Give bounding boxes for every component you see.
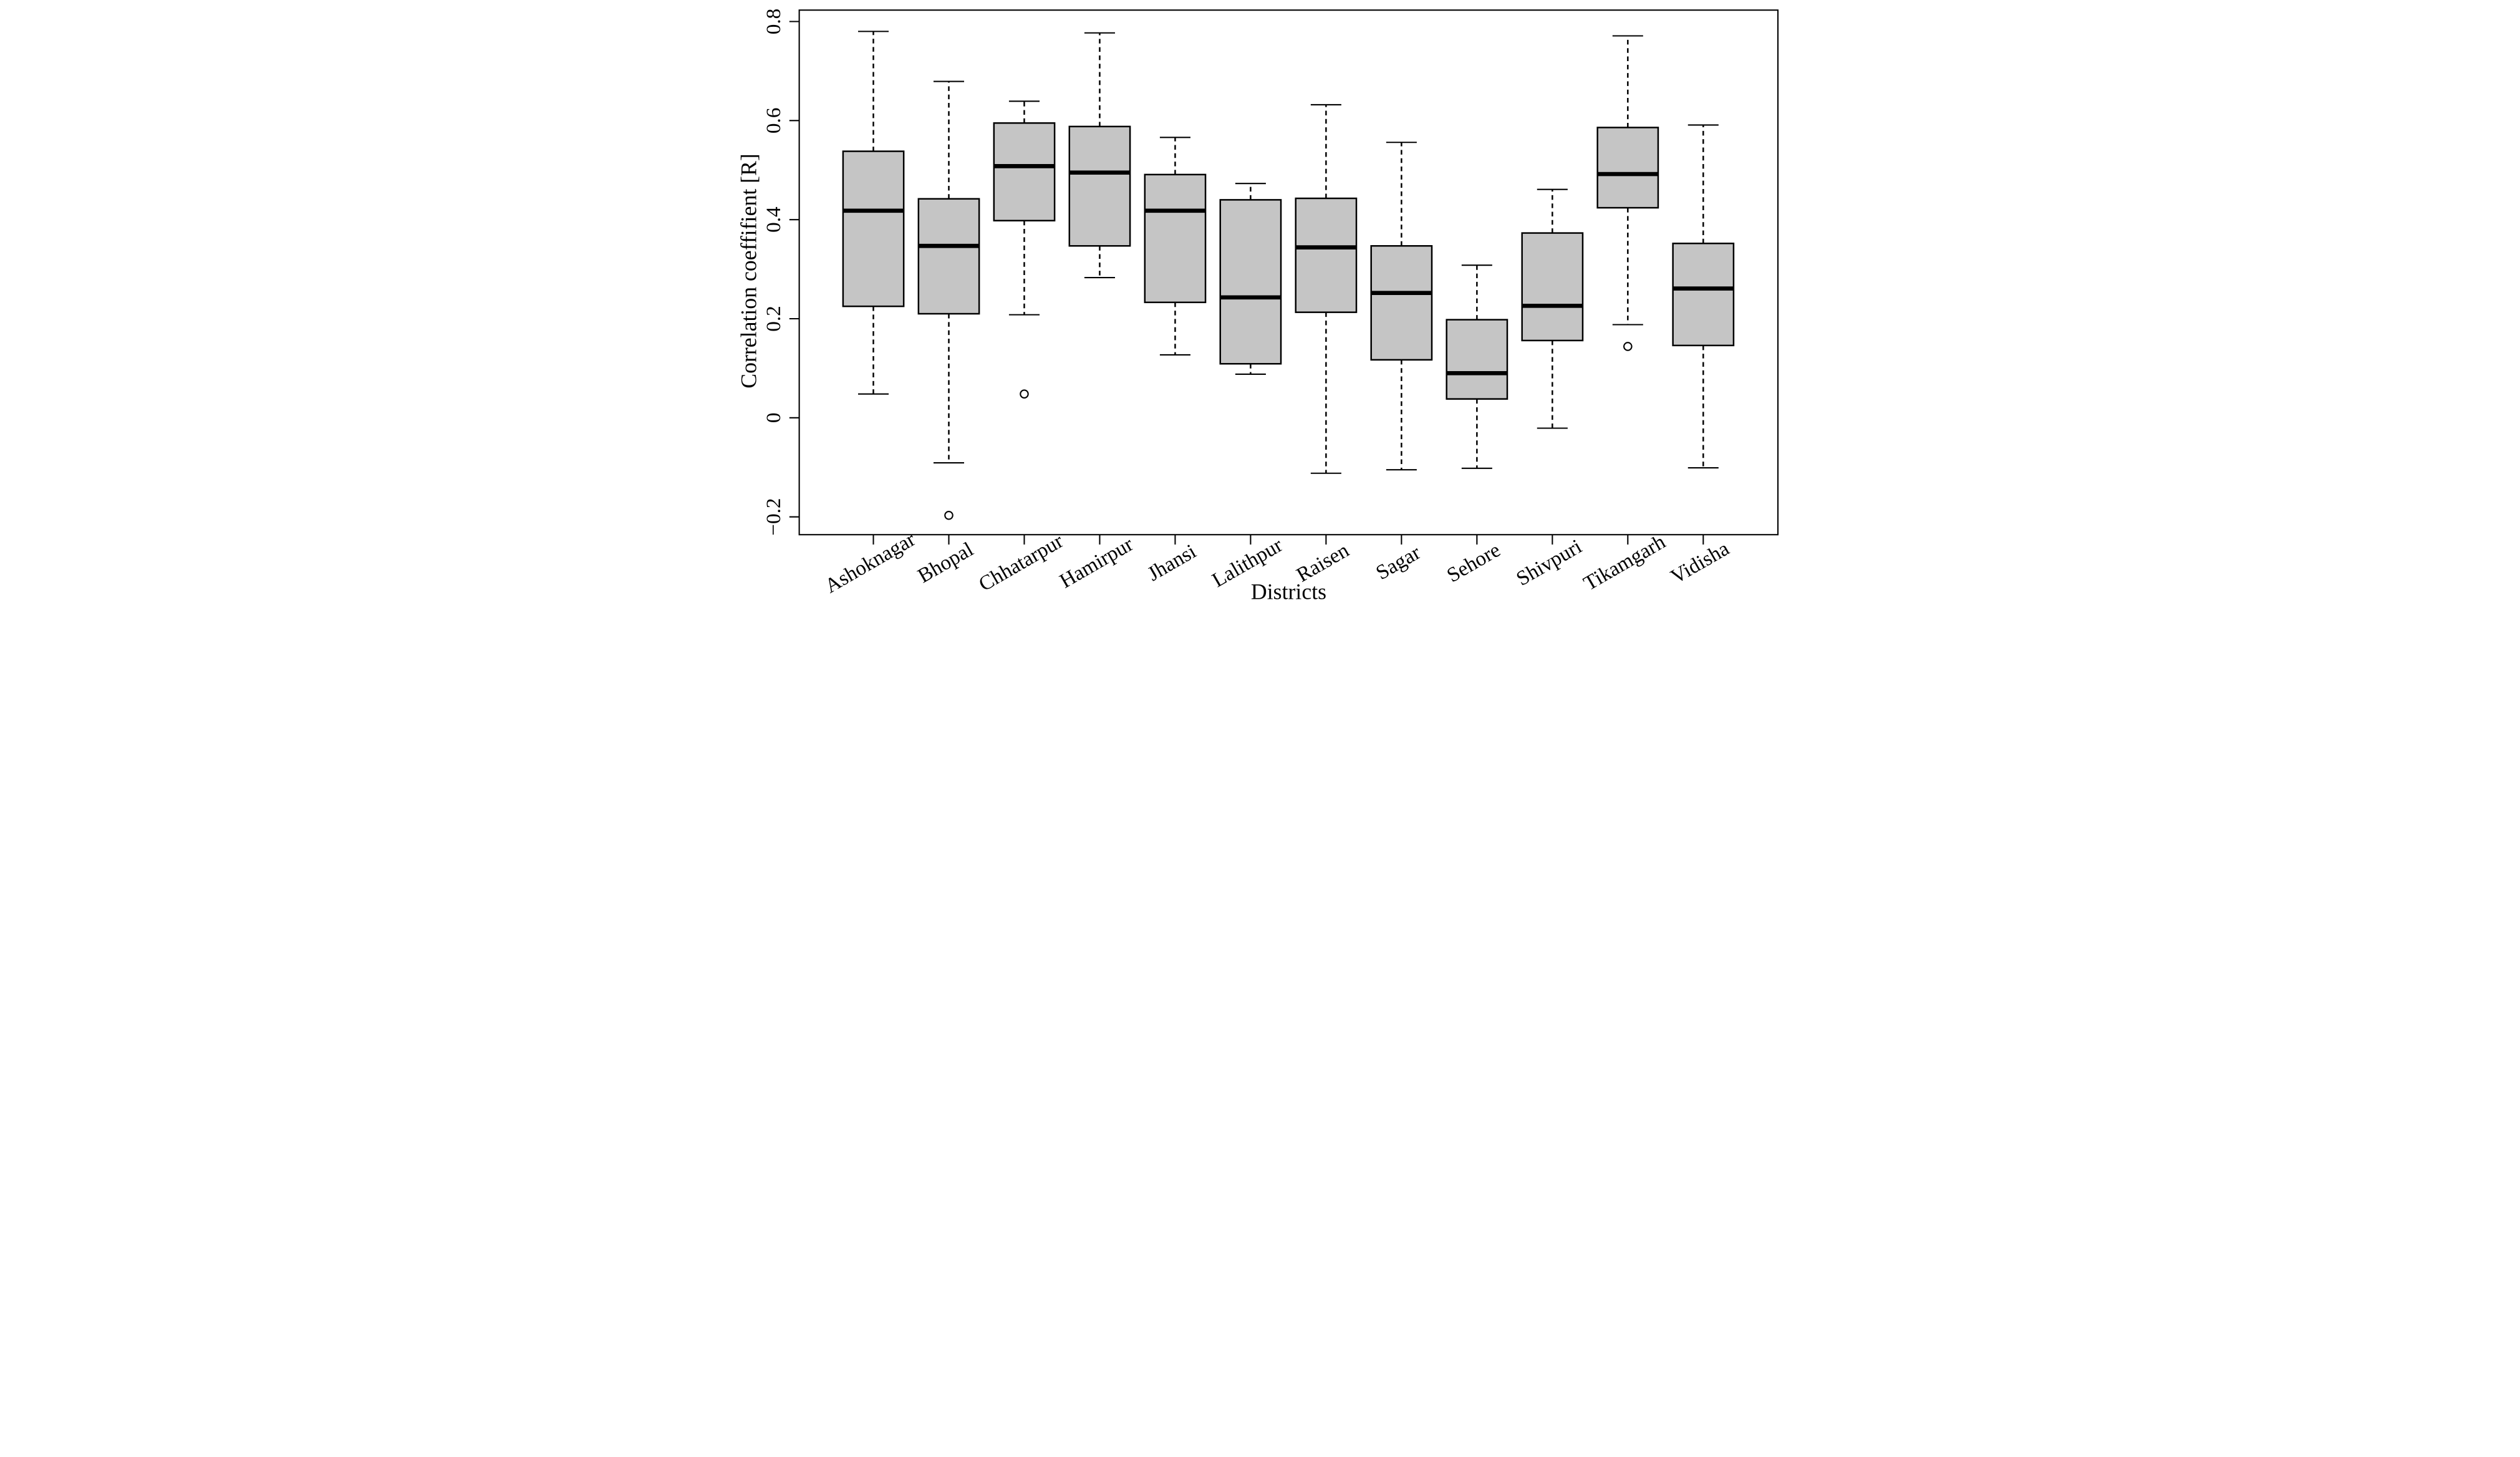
outlier-bhopal-0 bbox=[944, 510, 953, 520]
iqr-box-lalithpur bbox=[1219, 199, 1282, 365]
iqr-box-vidisha bbox=[1671, 243, 1734, 347]
iqr-box-jhansi bbox=[1144, 173, 1206, 304]
x-tick-label-sagar: Sagar bbox=[1372, 541, 1424, 584]
x-tick-label-ashoknagar: Ashoknagar bbox=[821, 528, 919, 598]
y-tick-label-0.2: 0.2 bbox=[761, 306, 784, 332]
plot-layer: 0.8 0.6 0.4 0.2 0 −0.2 AshoknagarBhopalChhatar… bbox=[761, 9, 1779, 598]
iqr-box-tikamgarh bbox=[1596, 127, 1659, 209]
iqr-box-shivpuri bbox=[1520, 232, 1583, 342]
plot-frame bbox=[798, 9, 1779, 536]
iqr-box-bhopal bbox=[917, 198, 980, 315]
x-tick-label-chhatarpur: Chhatarpur bbox=[975, 530, 1067, 596]
iqr-box-raisen bbox=[1295, 197, 1357, 313]
iqr-box-ashoknagar bbox=[842, 150, 904, 307]
x-tick-label-bhopal: Bhopal bbox=[914, 538, 977, 588]
boxplot-figure: 0.8 0.6 0.4 0.2 0 −0.2 Ashoknagar Bhopal Chhatar… bbox=[736, 0, 1784, 606]
y-tick-label-0.6: 0.6 bbox=[761, 108, 784, 134]
x-tick-label-jhansi: Jhansi bbox=[1143, 540, 1199, 586]
y-tick-label-−0.2: −0.2 bbox=[761, 498, 784, 535]
iqr-box-sehore bbox=[1445, 319, 1508, 400]
x-tick-label-sehore: Sehore bbox=[1442, 538, 1504, 587]
iqr-box-sagar bbox=[1369, 244, 1432, 361]
y-tick-label-0.4: 0.4 bbox=[761, 206, 784, 233]
boxplot-svg: 0.8 0.6 0.4 0.2 0 −0.2 AshoknagarBhopalChhatar… bbox=[736, 0, 1784, 606]
outlier-chhatarpur-0 bbox=[1019, 389, 1029, 399]
iqr-box-chhatarpur bbox=[993, 122, 1055, 221]
x-axis-title: Districts bbox=[1250, 579, 1326, 604]
y-tick-label-0.8: 0.8 bbox=[761, 9, 784, 35]
y-tick-label-0: 0 bbox=[761, 413, 784, 424]
x-tick-label-tikamgarh: Tikamgarh bbox=[1580, 530, 1669, 596]
iqr-box-hamirpur bbox=[1068, 125, 1131, 247]
x-tick-label-hamirpur: Hamirpur bbox=[1055, 533, 1136, 593]
x-tick-label-shivpuri: Shivpuri bbox=[1512, 535, 1586, 591]
outlier-tikamgarh-0 bbox=[1623, 342, 1633, 351]
x-tick-label-vidisha: Vidisha bbox=[1666, 537, 1733, 589]
y-axis-title: Correlation coeffifient [R] bbox=[736, 153, 761, 389]
